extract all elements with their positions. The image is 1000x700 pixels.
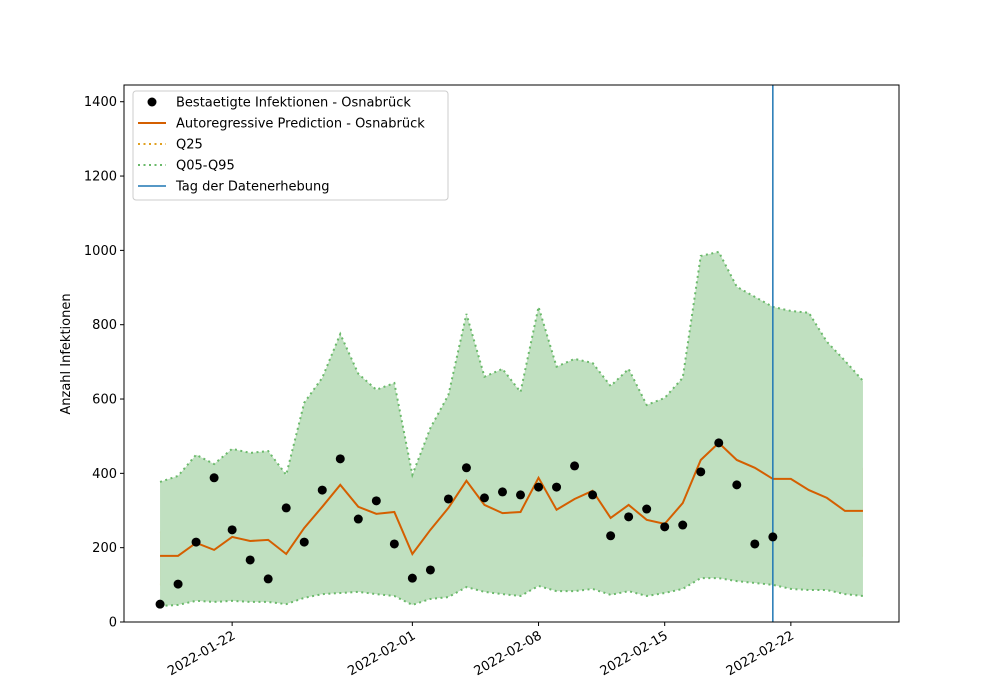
y-tick-label: 1400 [84, 95, 117, 110]
data-point [660, 522, 670, 532]
data-point [389, 539, 399, 549]
legend-label: Q25 [176, 138, 203, 153]
data-point [281, 503, 291, 513]
legend-label: Bestaetigte Infektionen - Osnabrück [176, 96, 411, 111]
data-point [678, 520, 688, 530]
data-point [768, 532, 778, 542]
data-point [570, 461, 580, 471]
y-tick-label: 200 [92, 541, 117, 556]
data-point [299, 537, 309, 547]
band-fill [160, 251, 863, 607]
data-point [479, 493, 489, 503]
data-point [624, 512, 634, 522]
y-tick-label: 400 [92, 467, 117, 482]
y-axis-label: Anzahl Infektionen [59, 293, 74, 414]
data-point [750, 539, 760, 549]
data-point [191, 537, 201, 547]
legend-box [132, 90, 449, 201]
data-point [516, 490, 526, 500]
data-point [425, 565, 435, 575]
y-tick-label: 800 [92, 318, 117, 333]
legend: Bestaetigte Infektionen - Osnabrück Autor… [132, 90, 449, 201]
data-point [407, 573, 417, 583]
data-point [227, 525, 237, 535]
data-point [714, 438, 724, 448]
plot-frame [123, 84, 900, 623]
data-point [209, 473, 219, 483]
data-point [497, 487, 507, 497]
data-point [642, 504, 652, 514]
legend-label: Tag der Datenerhebung [175, 180, 330, 195]
data-point [263, 574, 273, 584]
data-point [443, 494, 453, 504]
data-point [317, 485, 327, 495]
prediction-line [160, 441, 863, 557]
y-tick-label: 600 [92, 393, 117, 408]
data-point [155, 599, 165, 609]
data-point [732, 480, 742, 490]
data-point [245, 555, 255, 565]
data-point [461, 463, 471, 473]
data-point [552, 482, 562, 492]
y-tick-label: 1200 [84, 170, 117, 185]
data-point [371, 496, 381, 506]
data-point [606, 531, 616, 541]
data-point [335, 454, 345, 464]
legend-label: Q05-Q95 [176, 159, 235, 174]
y-tick-label: 1000 [84, 244, 117, 259]
band-edge [159, 250, 864, 483]
data-point [534, 482, 544, 492]
data-point [588, 490, 598, 500]
legend-label: Autoregressive Prediction - Osnabrück [176, 117, 425, 132]
data-point [353, 514, 363, 524]
y-tick-label: 0 [109, 616, 117, 631]
data-point [173, 579, 183, 589]
legend-marker [147, 97, 157, 107]
data-point [696, 467, 706, 477]
